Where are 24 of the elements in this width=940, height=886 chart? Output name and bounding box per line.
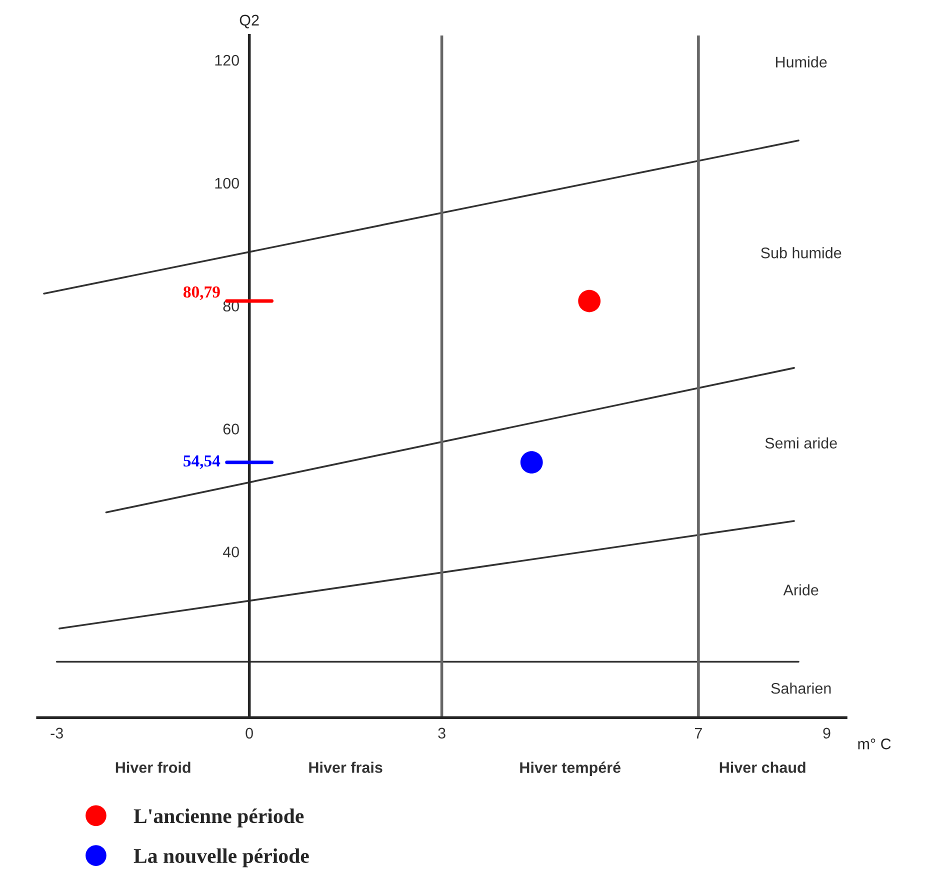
x-tick-label: 9 xyxy=(823,728,830,739)
y-tick-label: 100 xyxy=(215,178,240,189)
annotation: Semi aride xyxy=(765,437,837,449)
x-tick-label: 0 xyxy=(246,728,253,739)
x-tick-label: -3 xyxy=(50,728,63,739)
y-tick-label: 120 xyxy=(215,54,240,66)
text: Hiver chaud xyxy=(720,762,806,773)
text: Hiver tempéré xyxy=(520,762,621,776)
annotation: Aride xyxy=(783,584,818,596)
legend-label: La nouvelle période xyxy=(134,848,309,868)
text: Hiver frais xyxy=(309,762,382,773)
y-tick-label: 60 xyxy=(223,424,240,434)
x-tick-label: 7 xyxy=(694,728,702,738)
annotation: Humide xyxy=(776,56,827,68)
annotation: 54,54 xyxy=(184,455,220,469)
text: Hiver froid xyxy=(116,762,190,773)
annotation: Saharien xyxy=(771,682,831,694)
y-axis-title: Q2 xyxy=(240,14,259,28)
annotation: 80,79 xyxy=(184,286,220,300)
x-tick-label: 3 xyxy=(438,728,446,739)
legend-label: L'ancienne période xyxy=(134,808,304,828)
x-axis-title: m° C xyxy=(858,738,891,750)
y-tick-label: 40 xyxy=(222,546,240,558)
annotation: Sub humide xyxy=(761,247,842,258)
